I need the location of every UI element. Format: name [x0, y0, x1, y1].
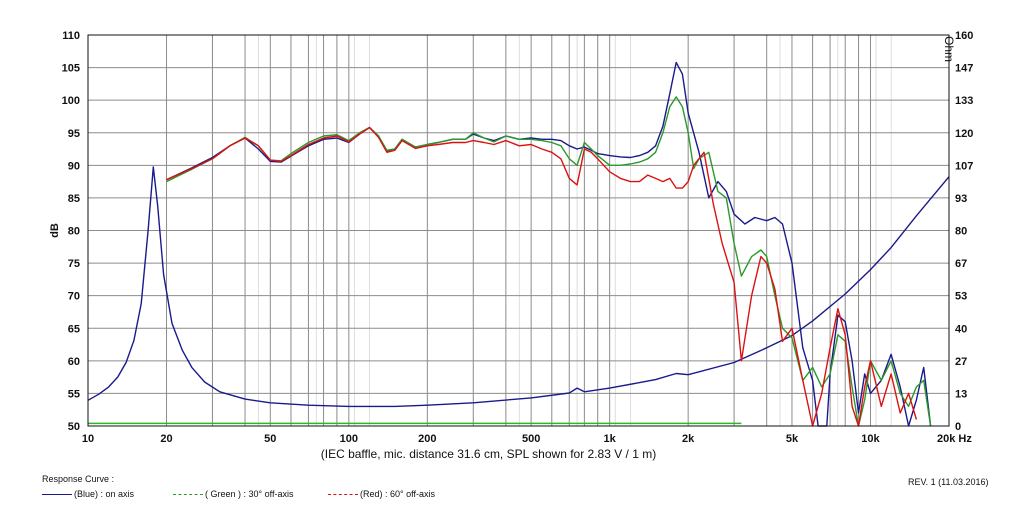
red-60deg-curve	[166, 126, 918, 427]
y2-tick-label: 67	[955, 258, 967, 270]
y2-tick-label: 13	[955, 388, 967, 400]
x-tick-label: 10k	[861, 433, 880, 445]
legend-label-red: (Red) : 60° off-axis	[360, 489, 435, 499]
x-tick-labels: 10 20 50 100 200 500 1k 2k 5k 10k 20k Hz	[82, 433, 972, 445]
frequency-response-chart: 10 20 50 100 200 500 1k 2k 5k 10k 20k Hz 50 55 60 65 7…	[49, 30, 973, 461]
x-tick-label: 2k	[682, 433, 695, 445]
y2-tick-labels: 0 13 27 40 53 67 80 93 107 120 133 147 160	[955, 30, 973, 433]
legend-label-green: ( Green ) : 30° off-axis	[205, 489, 294, 499]
x-tick-label: 1k	[604, 433, 617, 445]
impedance-curve	[87, 166, 950, 408]
y2-tick-label: 53	[955, 291, 967, 303]
y-tick-label: 100	[62, 95, 80, 107]
x-tick-label: 20	[160, 433, 172, 445]
revision-label: REV. 1 (11.03.2016)	[908, 477, 989, 487]
y-tick-labels: 50 55 60 65 70 75 80 85 90 95 100 105 110	[62, 30, 80, 433]
y-tick-label: 65	[68, 323, 80, 335]
y-tick-label: 50	[68, 421, 80, 433]
y2-tick-label: 0	[955, 421, 961, 433]
y2-tick-label: 107	[955, 160, 973, 172]
y2-tick-label: 120	[955, 128, 973, 140]
y2-tick-label: 147	[955, 63, 973, 75]
legend-label-blue: (Blue) : on axis	[74, 489, 135, 499]
green-30deg-curve	[166, 96, 932, 427]
y2-tick-label: 27	[955, 356, 967, 368]
legend-entry-blue: (Blue) : on axis	[42, 489, 134, 499]
y-tick-label: 60	[68, 356, 80, 368]
x-tick-label: 20k Hz	[937, 433, 972, 445]
y2-tick-label: 93	[955, 193, 967, 205]
y2-tick-label: 40	[955, 323, 967, 335]
x-tick-label: 50	[264, 433, 276, 445]
x-tick-label: 500	[522, 433, 540, 445]
legend-swatch-green	[173, 493, 203, 495]
x-tick-label: 200	[418, 433, 436, 445]
y-tick-label: 110	[62, 30, 80, 42]
y-tick-label: 70	[68, 291, 80, 303]
y-tick-label: 55	[68, 388, 80, 400]
x-tick-label: 5k	[786, 433, 799, 445]
legend-title: Response Curve :	[42, 474, 115, 484]
y-tick-label: 105	[62, 63, 80, 75]
legend-swatch-blue	[42, 493, 72, 495]
y-tick-label: 80	[68, 226, 80, 238]
y2-tick-label: 80	[955, 226, 967, 238]
x-axis-note: (IEC baffle, mic. distance 31.6 cm, SPL …	[321, 447, 656, 461]
y2-tick-label: 160	[955, 30, 973, 42]
legend-entry-red: (Red) : 60° off-axis	[328, 489, 435, 499]
y-tick-label: 90	[68, 160, 80, 172]
grid	[88, 35, 949, 426]
y2-tick-label: 133	[955, 95, 973, 107]
y-tick-label: 75	[68, 258, 80, 270]
x-tick-label: 100	[340, 433, 358, 445]
y-axis-label: dB	[49, 223, 61, 238]
x-tick-label: 10	[82, 433, 94, 445]
legend-entry-green: ( Green ) : 30° off-axis	[173, 489, 293, 499]
impedance-unit-annotation: Ohm	[942, 36, 956, 62]
curves	[87, 61, 950, 427]
plot-frame	[87, 34, 950, 427]
y-tick-label: 95	[68, 128, 80, 140]
y-tick-label: 85	[68, 193, 80, 205]
legend-swatch-red	[328, 493, 358, 495]
